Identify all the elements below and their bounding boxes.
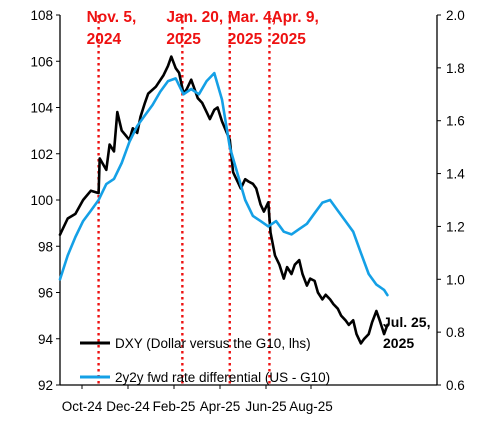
series-lines: [58, 55, 389, 345]
y-left-tick-label: 94: [38, 332, 54, 347]
y-left-tick-label: 102: [30, 147, 53, 162]
end-annotation-line2: 2025: [383, 335, 414, 351]
axes: [56, 14, 441, 389]
y-right-tick-label: 2.0: [446, 8, 465, 23]
event-label: 2025: [271, 31, 306, 48]
y-left-tick-label: 106: [30, 54, 53, 69]
y-left-tick-label: 104: [30, 101, 53, 116]
x-tick-label: Dec-24: [106, 399, 150, 414]
y-left-tick-label: 92: [38, 378, 53, 393]
x-tick-label: Aug-25: [289, 399, 333, 414]
y-right-tick-label: 1.4: [446, 167, 465, 182]
y-right-tick-label: 1.2: [446, 219, 465, 234]
x-tick-label: Jun-25: [245, 399, 286, 414]
legend-entry: DXY (Dollar versus the G10, lhs): [115, 336, 311, 351]
y-left-tick-label: 108: [30, 8, 53, 23]
y-right-tick-label: 1.8: [446, 61, 465, 76]
x-tick-label: Apr-25: [200, 399, 241, 414]
series-line-dxy: [58, 55, 389, 345]
end-annotation-line1: Jul. 25,: [383, 314, 430, 330]
legend-entry: 2y2y fwd rate differential (US - G10): [115, 370, 330, 385]
event-label: 2024: [87, 31, 122, 48]
end-annotation: Jul. 25, 2025: [383, 314, 430, 351]
tick-labels: 92 94 96 98 100 102 104 106 108 0.6 0.8 1.0 1.2 1.4 1.…: [30, 8, 465, 414]
event-markers: Nov. 5, 2024 Jan. 20, 2025 Mar. 4, 2025 Apr. 9…: [87, 9, 319, 385]
event-label: Apr. 9,: [271, 9, 318, 26]
legend: DXY (Dollar versus the G10, lhs) 2y2y fwd…: [80, 336, 330, 385]
series-line-rate-differential: [58, 71, 389, 297]
y-right-tick-label: 0.6: [446, 378, 465, 393]
x-tick-label: Feb-25: [153, 399, 196, 414]
y-left-tick-label: 96: [38, 286, 53, 301]
y-right-tick-label: 0.8: [446, 325, 465, 340]
y-right-tick-label: 1.0: [446, 272, 465, 287]
y-left-tick-label: 98: [38, 239, 53, 254]
event-label: 2025: [166, 31, 201, 48]
y-right-tick-label: 1.6: [446, 114, 465, 129]
y-left-tick-label: 100: [30, 193, 53, 208]
event-label: Nov. 5,: [87, 9, 137, 26]
event-label: Jan. 20,: [166, 9, 223, 26]
event-label: Mar. 4,: [228, 9, 276, 26]
x-tick-label: Oct-24: [62, 399, 103, 414]
event-label: 2025: [228, 31, 263, 48]
